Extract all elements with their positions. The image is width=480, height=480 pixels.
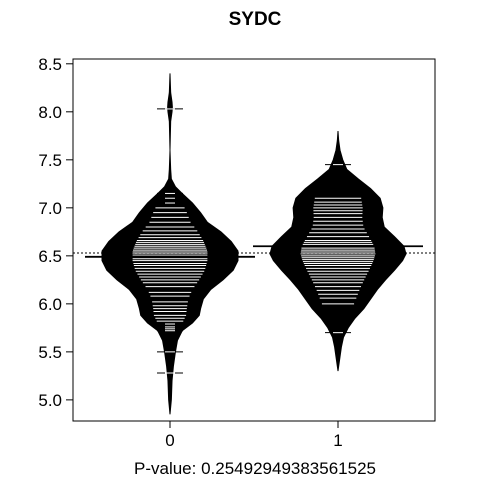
y-tick-label: 7.5 <box>38 151 62 170</box>
y-axis: 5.0 5.5 6.0 6.5 7.0 7.5 8.0 8.5 <box>38 55 74 410</box>
y-tick-label: 8.0 <box>38 103 62 122</box>
y-tick-label: 6.5 <box>38 247 62 266</box>
y-tick-label: 7.0 <box>38 199 62 218</box>
chart-title: SYDC <box>229 9 282 30</box>
x-axis-label: P-value: 0.25492949383561525 <box>134 459 376 478</box>
y-tick-label: 6.0 <box>38 295 62 314</box>
y-tick-label: 8.5 <box>38 55 62 74</box>
x-tick-label: 0 <box>165 431 174 450</box>
bean-0 <box>85 73 255 415</box>
bean-1 <box>253 130 423 372</box>
y-tick-label: 5.5 <box>38 343 62 362</box>
x-tick-label: 1 <box>333 431 342 450</box>
beans-layer <box>85 73 423 415</box>
y-tick-label: 5.0 <box>38 391 62 410</box>
bean-density-shape <box>269 130 407 372</box>
